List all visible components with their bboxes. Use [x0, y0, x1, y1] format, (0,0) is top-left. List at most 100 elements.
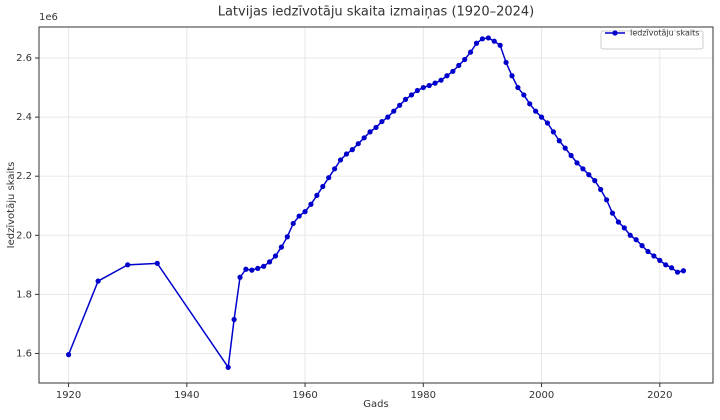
data-point: [669, 265, 675, 271]
data-point: [550, 129, 556, 135]
data-point: [231, 316, 237, 323]
data-point: [266, 259, 273, 265]
legend-box: [600, 30, 704, 50]
x-tick-label: 2000: [529, 390, 554, 401]
y-tick-label: 2.4: [16, 112, 32, 123]
data-point: [314, 192, 320, 198]
data-point: [627, 232, 633, 238]
data-point: [574, 160, 580, 166]
data-point: [556, 138, 562, 144]
data-point: [562, 145, 568, 151]
data-point: [527, 101, 533, 107]
data-point: [467, 49, 474, 55]
y-tick-label: 2.2: [16, 171, 32, 182]
series-line: [67, 37, 684, 370]
data-point: [462, 56, 468, 63]
data-point: [603, 197, 610, 203]
data-point: [379, 118, 385, 125]
data-point: [243, 266, 249, 272]
data-point: [438, 77, 444, 83]
data-point: [308, 201, 314, 207]
data-point: [657, 257, 663, 263]
data-point: [95, 278, 101, 284]
y-tick-label: 1.8: [16, 289, 32, 300]
data-point: [349, 147, 355, 153]
legend-label: Iedzīvotāju skaits: [630, 29, 699, 38]
data-point: [290, 220, 296, 227]
data-point: [302, 209, 308, 215]
data-point: [337, 157, 344, 163]
data-point: [521, 92, 527, 98]
data-point: [385, 114, 391, 120]
data-point: [568, 152, 574, 159]
data-point: [420, 84, 426, 91]
data-point: [320, 183, 326, 190]
data-point: [456, 62, 462, 69]
data-point: [355, 141, 361, 147]
x-tick-label: 1940: [174, 390, 199, 401]
data-point: [272, 253, 279, 259]
data-point: [533, 108, 539, 114]
data-point: [621, 225, 627, 231]
data-point: [538, 114, 545, 120]
data-point: [680, 268, 687, 274]
data-point: [367, 129, 373, 135]
data-point: [249, 267, 255, 273]
data-point: [296, 213, 302, 219]
data-point: [154, 260, 160, 266]
data-point: [402, 96, 409, 102]
data-point: [592, 178, 598, 184]
data-point: [361, 135, 367, 141]
data-point: [609, 210, 616, 216]
data-point: [503, 59, 509, 66]
data-point: [125, 262, 131, 268]
data-point: [485, 35, 491, 41]
x-tick-label: 1920: [56, 390, 81, 401]
data-point: [674, 269, 681, 275]
data-point: [65, 352, 72, 358]
data-point: [580, 166, 586, 172]
data-point: [261, 263, 267, 269]
data-point: [479, 36, 486, 42]
data-point: [343, 151, 350, 157]
data-point: [444, 73, 450, 79]
data-point: [633, 237, 639, 243]
data-point: [255, 265, 261, 271]
x-tick-label: 1960: [292, 390, 317, 401]
data-point: [237, 274, 243, 280]
data-point: [373, 124, 379, 131]
data-point: [491, 38, 497, 44]
data-point: [515, 84, 521, 91]
data-point: [645, 248, 651, 255]
data-point: [639, 243, 645, 249]
data-point: [414, 87, 420, 94]
y-tick-label: 2.0: [16, 230, 32, 241]
data-point: [497, 42, 503, 48]
data-point: [225, 364, 231, 370]
data-point: [615, 219, 622, 225]
data-point: [544, 120, 551, 126]
y-offset-label: 1e6: [39, 12, 58, 23]
data-point: [332, 166, 338, 172]
data-point: [432, 80, 438, 86]
data-point: [450, 68, 456, 74]
data-point: [408, 92, 415, 98]
x-tick-label: 2020: [647, 390, 672, 401]
data-point: [326, 175, 332, 181]
plot-frame: [38, 26, 714, 384]
data-point: [473, 40, 480, 46]
data-point: [509, 73, 515, 79]
data-point: [586, 172, 592, 178]
data-point: [284, 234, 290, 240]
y-tick-label: 2.6: [16, 53, 32, 64]
data-point: [426, 82, 432, 89]
x-axis-label: Gads: [363, 399, 388, 410]
data-point: [278, 244, 285, 250]
data-point: [397, 102, 403, 108]
data-point: [663, 262, 669, 268]
x-tick-label: 1980: [411, 390, 436, 401]
data-point: [391, 108, 397, 114]
y-axis-label: Iedzīvotāju skaits: [6, 162, 17, 249]
data-point: [598, 186, 604, 193]
